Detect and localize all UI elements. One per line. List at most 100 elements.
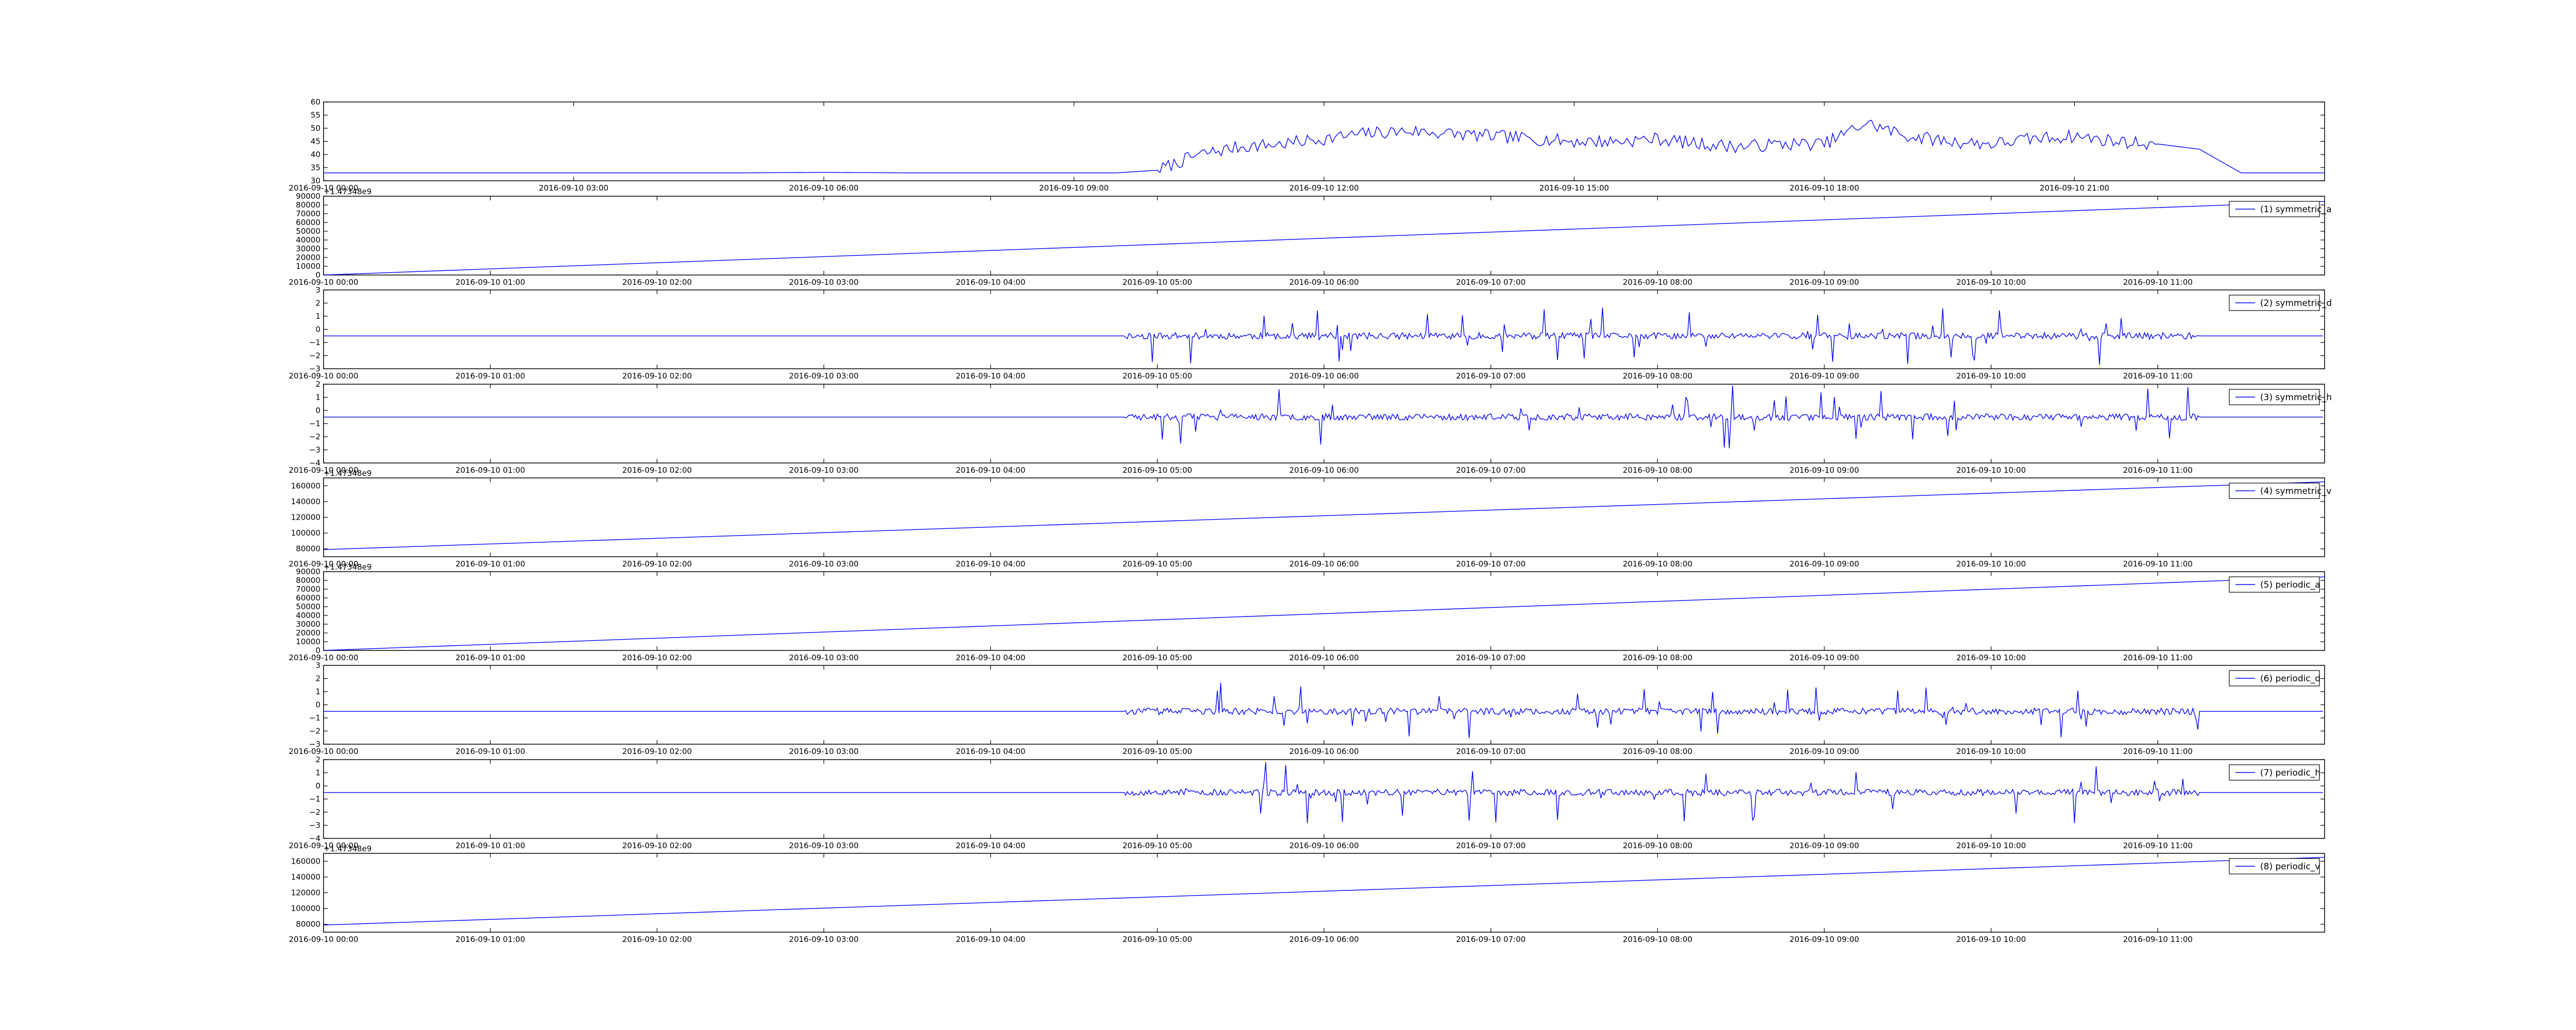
legend-label: (6) periodic_d bbox=[2260, 674, 2320, 684]
y-tick-label: 60000 bbox=[296, 218, 320, 227]
subplot-1: 30 35 40 45 50 55 60 2016-09-10 00:00 2016-09-10… bbox=[289, 97, 2325, 193]
y-tick-label: 40 bbox=[311, 150, 320, 159]
x-tick-label: 2016-09-10 06:00 bbox=[789, 183, 858, 193]
x-tick-label: 2016-09-10 09:00 bbox=[1789, 371, 1859, 381]
y-tick-label: 80000 bbox=[296, 200, 320, 210]
y-tick-label: −4 bbox=[309, 458, 320, 468]
x-tick-label: 2016-09-10 11:00 bbox=[2123, 653, 2193, 662]
x-tick-label: 2016-09-10 00:00 bbox=[289, 278, 358, 287]
x-tick-label: 2016-09-10 09:00 bbox=[1789, 841, 1859, 850]
y-tick-label: 140000 bbox=[291, 872, 320, 882]
legend-label: (8) periodic_v bbox=[2260, 862, 2320, 872]
x-tick-label: 2016-09-10 10:00 bbox=[1956, 278, 2026, 287]
x-tick-label: 2016-09-10 06:00 bbox=[1289, 841, 1359, 850]
y-tick-label: 2 bbox=[315, 755, 320, 764]
x-tick-label: 2016-09-10 15:00 bbox=[1539, 183, 1609, 193]
series-line bbox=[324, 307, 2323, 365]
y-tick-label: 1 bbox=[315, 768, 320, 778]
plot-frame bbox=[323, 289, 2325, 369]
x-tick-label: 2016-09-10 00:00 bbox=[289, 466, 358, 475]
offset-text: +1.47348e9 bbox=[324, 562, 371, 572]
legend-box bbox=[2229, 764, 2320, 781]
x-tick-label: 2016-09-10 10:00 bbox=[1956, 466, 2026, 475]
x-tick-label: 2016-09-10 02:00 bbox=[622, 747, 692, 756]
legend-label: (3) symmetric_h bbox=[2260, 392, 2332, 403]
x-tick-label: 2016-09-10 08:00 bbox=[1623, 371, 1692, 381]
x-tick-label: 2016-09-10 00:00 bbox=[289, 935, 358, 944]
x-tick-label: 2016-09-10 05:00 bbox=[1123, 747, 1192, 756]
y-tick-label: 60000 bbox=[296, 593, 320, 603]
x-tick-label: 2016-09-10 07:00 bbox=[1456, 841, 1526, 850]
series-line bbox=[324, 119, 2325, 174]
y-tick-label: −3 bbox=[309, 445, 320, 455]
subplot-9: 80000 100000 120000 140000 160000 2016-09-10 … bbox=[289, 844, 2325, 944]
x-tick-label: 2016-09-10 01:00 bbox=[455, 466, 525, 475]
subplot-7: −3 −2 −1 0 1 2 3 2016-09-10 00:00 2016-09-10 01:… bbox=[289, 661, 2325, 756]
plot-frame bbox=[323, 853, 2325, 933]
y-tick-label: 0 bbox=[315, 700, 320, 710]
x-tick-label: 2016-09-10 07:00 bbox=[1456, 747, 1526, 756]
x-tick-label: 2016-09-10 05:00 bbox=[1123, 841, 1192, 850]
x-tick-label: 2016-09-10 01:00 bbox=[455, 371, 525, 381]
y-tick-label: −2 bbox=[309, 808, 320, 817]
y-tick-label: 20000 bbox=[296, 253, 320, 262]
series-line bbox=[323, 481, 2325, 550]
x-tick-label: 2016-09-10 03:00 bbox=[789, 841, 858, 850]
x-tick-label: 2016-09-10 01:00 bbox=[455, 935, 525, 944]
x-tick-label: 2016-09-10 04:00 bbox=[956, 747, 1025, 756]
legend-label: (2) symmetric_d bbox=[2260, 298, 2332, 308]
x-tick-label: 2016-09-10 00:00 bbox=[289, 747, 358, 756]
x-tick-label: 2016-09-10 08:00 bbox=[1623, 466, 1692, 475]
x-tick-label: 2016-09-10 05:00 bbox=[1123, 466, 1192, 475]
x-tick-label: 2016-09-10 02:00 bbox=[622, 935, 692, 944]
y-tick-label: 50000 bbox=[296, 227, 320, 236]
y-tick-label: 100000 bbox=[291, 528, 320, 538]
y-tick-label: 0 bbox=[315, 646, 320, 655]
x-tick-label: 2016-09-10 09:00 bbox=[1789, 559, 1859, 569]
y-tick-label: 140000 bbox=[291, 497, 320, 506]
x-tick-label: 2016-09-10 05:00 bbox=[1123, 935, 1192, 944]
y-tick-label: −3 bbox=[309, 364, 320, 373]
series-line bbox=[323, 857, 2325, 925]
offset-text: +1.47348e9 bbox=[324, 469, 371, 478]
x-tick-label: 2016-09-10 05:00 bbox=[1123, 559, 1192, 569]
x-tick-label: 2016-09-10 09:00 bbox=[1789, 653, 1859, 662]
x-tick-label: 2016-09-10 09:00 bbox=[1039, 183, 1109, 193]
subplot-3: −3 −2 −1 0 1 2 3 2016-09-10 00:00 2016-09-10 01:… bbox=[289, 285, 2332, 381]
y-tick-label: 0 bbox=[315, 270, 320, 280]
y-tick-label: 55 bbox=[311, 111, 320, 120]
y-tick-label: −3 bbox=[309, 821, 320, 830]
x-tick-label: 2016-09-10 07:00 bbox=[1456, 559, 1526, 569]
y-tick-label: 10000 bbox=[296, 262, 320, 271]
y-tick-label: 120000 bbox=[291, 513, 320, 522]
y-tick-label: 20000 bbox=[296, 628, 320, 638]
x-tick-label: 2016-09-10 03:00 bbox=[789, 559, 858, 569]
y-tick-label: 10000 bbox=[296, 637, 320, 646]
x-tick-label: 2016-09-10 01:00 bbox=[455, 747, 525, 756]
x-tick-label: 2016-09-10 06:00 bbox=[1289, 559, 1359, 569]
x-tick-label: 2016-09-10 03:00 bbox=[789, 278, 858, 287]
x-tick-label: 2016-09-10 03:00 bbox=[789, 653, 858, 662]
series-line bbox=[324, 386, 2323, 449]
x-tick-label: 2016-09-10 05:00 bbox=[1123, 278, 1192, 287]
subplot-6: 0100002000030000400005000060000700008000… bbox=[289, 562, 2325, 662]
x-tick-label: 2016-09-10 08:00 bbox=[1623, 747, 1692, 756]
legend-label: (5) periodic_a bbox=[2260, 580, 2320, 590]
y-tick-label: 80000 bbox=[296, 576, 320, 585]
series-line bbox=[323, 201, 2325, 276]
x-tick-label: 2016-09-10 00:00 bbox=[289, 559, 358, 569]
y-tick-label: 2 bbox=[315, 380, 320, 389]
plot-frame bbox=[323, 571, 2325, 651]
y-tick-label: −2 bbox=[309, 727, 320, 736]
x-tick-label: 2016-09-10 11:00 bbox=[2123, 559, 2193, 569]
y-tick-label: 160000 bbox=[291, 856, 320, 866]
x-tick-label: 2016-09-10 18:00 bbox=[1789, 183, 1859, 193]
x-tick-label: 2016-09-10 07:00 bbox=[1456, 653, 1526, 662]
x-tick-label: 2016-09-10 04:00 bbox=[956, 371, 1025, 381]
y-tick-label: −2 bbox=[309, 351, 320, 360]
x-tick-label: 2016-09-10 10:00 bbox=[1956, 841, 2026, 850]
y-tick-label: 40000 bbox=[296, 611, 320, 620]
x-tick-label: 2016-09-10 00:00 bbox=[289, 371, 358, 381]
x-tick-label: 2016-09-10 05:00 bbox=[1123, 371, 1192, 381]
x-tick-label: 2016-09-10 06:00 bbox=[1289, 747, 1359, 756]
